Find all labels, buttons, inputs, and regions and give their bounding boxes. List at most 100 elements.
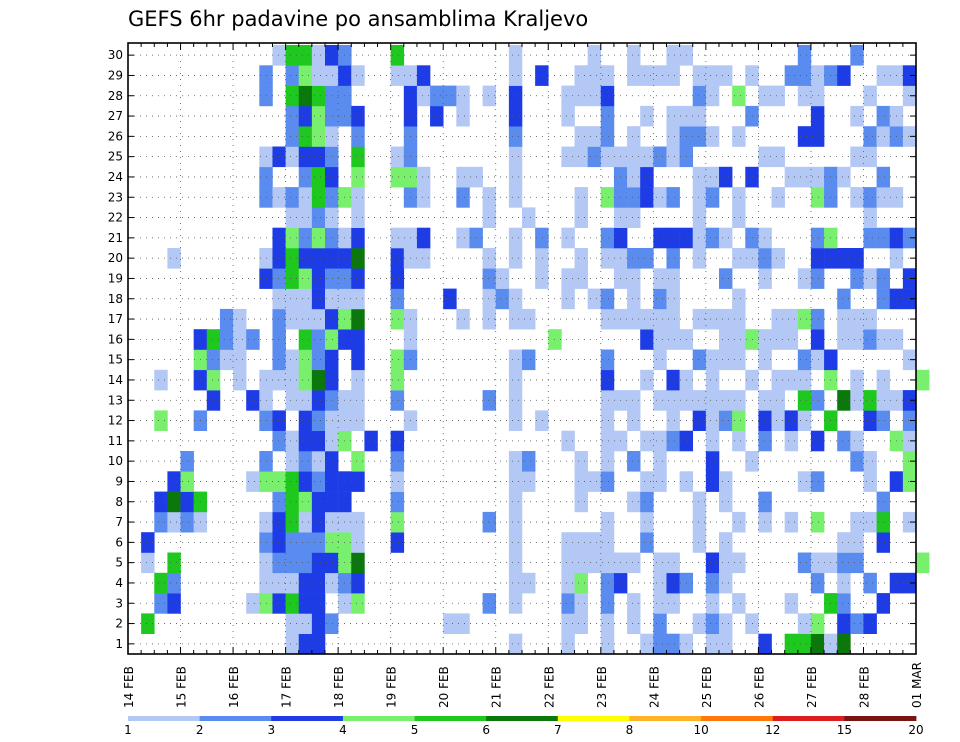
x-tick-label: 19 FEB xyxy=(385,666,399,708)
heatmap-cell xyxy=(640,248,654,269)
heatmap-cell xyxy=(653,349,667,371)
heatmap-cell xyxy=(456,85,470,107)
heatmap-cell xyxy=(298,390,313,411)
heatmap-cell xyxy=(876,369,891,391)
heatmap-cell xyxy=(390,451,405,472)
heatmap-cell xyxy=(298,65,313,86)
heatmap-cell xyxy=(732,410,746,431)
heatmap-cell xyxy=(522,572,536,594)
heatmap-cell xyxy=(902,227,917,249)
heatmap-cell xyxy=(666,633,680,655)
heatmap-cell xyxy=(758,85,772,107)
heatmap-cell xyxy=(719,349,733,371)
heatmap-cell xyxy=(876,65,891,86)
heatmap-cell xyxy=(600,369,615,391)
heatmap-cell xyxy=(141,532,155,553)
heatmap-cell xyxy=(666,369,680,391)
heatmap-cell xyxy=(627,593,641,614)
y-tick-label: 8 xyxy=(115,495,123,509)
heatmap-cell xyxy=(666,329,680,350)
heatmap-cell xyxy=(745,613,759,634)
y-tick-label: 22 xyxy=(108,211,123,225)
legend-label: 6 xyxy=(482,723,490,737)
heatmap-cell xyxy=(837,532,851,553)
heatmap-cell xyxy=(784,410,799,431)
heatmap-cell xyxy=(233,329,247,350)
legend-color-segment xyxy=(271,716,344,721)
heatmap-cell xyxy=(298,552,313,574)
heatmap-cell xyxy=(705,572,720,594)
heatmap-cell xyxy=(863,126,877,147)
heatmap-cell xyxy=(298,410,313,431)
legend-label: 7 xyxy=(554,723,562,737)
heatmap-cell xyxy=(390,146,405,168)
heatmap-cell xyxy=(508,105,523,127)
heatmap-cell xyxy=(508,572,523,594)
heatmap-cell xyxy=(705,552,720,574)
heatmap-cell xyxy=(732,349,746,371)
heatmap-cell xyxy=(771,146,785,168)
y-tick-label: 3 xyxy=(115,596,123,610)
heatmap-cell xyxy=(390,65,405,86)
heatmap-cell xyxy=(797,166,812,188)
heatmap-cell xyxy=(719,390,733,411)
heatmap-cell xyxy=(351,471,365,492)
heatmap-cell xyxy=(902,268,917,289)
heatmap-cell xyxy=(692,227,707,249)
heatmap-cell xyxy=(784,511,799,533)
heatmap-cell xyxy=(810,471,825,492)
heatmap-cell xyxy=(508,187,523,208)
heatmap-cell xyxy=(285,451,300,472)
y-tick-label: 15 xyxy=(108,353,123,367)
heatmap-cell xyxy=(810,268,825,289)
heatmap-cell xyxy=(863,511,877,533)
x-tick-label: 17 FEB xyxy=(280,666,294,708)
heatmap-cell xyxy=(600,248,615,269)
legend-color-segment xyxy=(629,716,702,721)
legend-label: 1 xyxy=(124,723,132,737)
heatmap-cell xyxy=(574,532,588,553)
heatmap-cell xyxy=(902,85,917,107)
y-tick-label: 30 xyxy=(108,48,123,62)
heatmap-cell xyxy=(745,451,759,472)
heatmap-cell xyxy=(351,532,365,553)
heatmap-cell xyxy=(430,105,444,127)
heatmap-cell xyxy=(311,146,326,168)
heatmap-cell xyxy=(390,248,405,269)
heatmap-cell xyxy=(902,288,917,310)
heatmap-cell xyxy=(653,65,667,86)
heatmap-cell xyxy=(640,329,654,350)
heatmap-cell xyxy=(154,593,168,614)
heatmap-cell xyxy=(272,349,286,371)
heatmap-cell xyxy=(666,268,680,289)
heatmap-cell xyxy=(233,369,247,391)
heatmap-cell xyxy=(600,390,615,411)
heatmap-cell xyxy=(784,430,799,452)
heatmap-cell xyxy=(876,268,891,289)
heatmap-cell xyxy=(666,410,680,431)
heatmap-cell xyxy=(390,166,405,188)
heatmap-cell xyxy=(285,105,300,127)
heatmap-cell xyxy=(574,146,588,168)
heatmap-cell xyxy=(666,288,680,310)
y-tick-label: 7 xyxy=(115,515,123,529)
heatmap-cell xyxy=(653,390,667,411)
heatmap-cell xyxy=(482,511,497,533)
heatmap-cell xyxy=(627,65,641,86)
heatmap-cell xyxy=(272,532,286,553)
heatmap-cell xyxy=(600,146,615,168)
heatmap-cell xyxy=(797,349,812,371)
heatmap-cell xyxy=(364,430,378,452)
heatmap-cell xyxy=(298,593,313,614)
heatmap-cell xyxy=(311,633,326,655)
heatmap-cell xyxy=(653,268,667,289)
heatmap-cell xyxy=(311,451,326,472)
heatmap-cell xyxy=(876,390,891,411)
heatmap-cell xyxy=(653,187,667,208)
heatmap-cell xyxy=(850,552,864,574)
heatmap-cell xyxy=(876,491,891,513)
y-tick-label: 10 xyxy=(108,454,123,468)
heatmap-cell xyxy=(390,227,405,249)
heatmap-cell xyxy=(810,430,825,452)
y-tick-label: 2 xyxy=(115,617,123,631)
